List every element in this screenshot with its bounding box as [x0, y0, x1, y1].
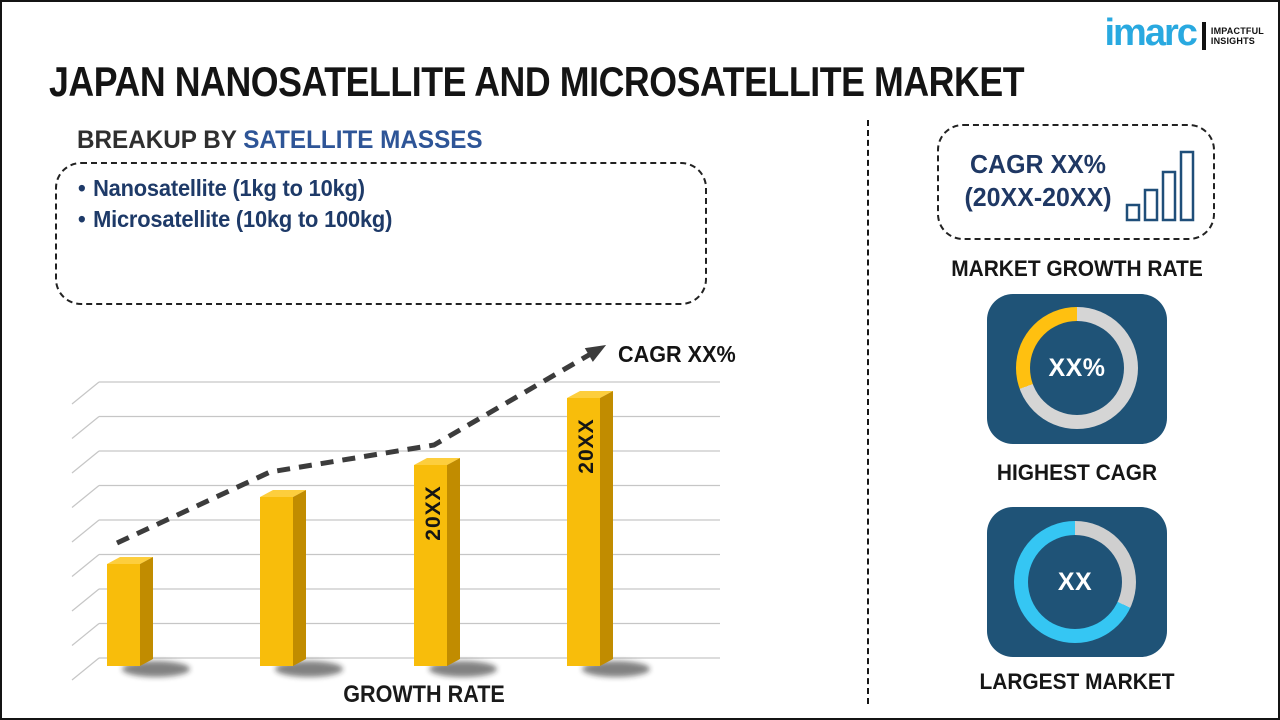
satellite-masses-list: • Nanosatellite (1kg to 10kg) • Microsatel…: [78, 173, 409, 235]
gridline-depth-tick: [71, 450, 100, 474]
donut-hole: [1028, 535, 1122, 629]
vertical-dashed-divider: [867, 120, 869, 704]
growth-bars-icon: [1125, 150, 1195, 222]
donut-hole: [1030, 321, 1124, 415]
bar-year-label: 20XX: [575, 418, 598, 473]
gridline-depth-tick: [71, 588, 100, 612]
trend-arrowhead-icon: [584, 344, 607, 362]
bar-top-face: [107, 557, 153, 564]
bar-top-face: [567, 391, 613, 398]
bar-top-face: [260, 490, 306, 497]
largest-market-donut-chart: XX: [1014, 521, 1136, 643]
cagr-value-line: CAGR XX%: [970, 149, 1106, 179]
list-item: • Nanosatellite (1kg to 10kg): [78, 173, 392, 204]
highest-cagr-caption: HIGHEST CAGR: [996, 460, 1158, 485]
bar-side-face: [140, 557, 153, 666]
breakup-heading-highlight: SATELLITE MASSES: [243, 126, 483, 154]
satellite-masses-box: [55, 162, 707, 305]
bar-top-face: [414, 458, 460, 465]
bar-side-face: [600, 391, 613, 666]
highest-cagr-donut-chart: XX%: [1016, 307, 1138, 429]
list-item-label: Nanosatellite (1kg to 10kg): [93, 175, 365, 201]
gridline-depth-tick: [71, 623, 100, 646]
imarc-logo-text: imarc: [1104, 12, 1197, 54]
gridline-depth-tick: [71, 485, 100, 508]
logo-tagline: IMPACTFUL INSIGHTS: [1211, 26, 1264, 47]
bar-front-face: [107, 564, 140, 666]
bar-front-face: [260, 497, 293, 666]
list-item-label: Microsatellite (10kg to 100kg): [93, 206, 393, 232]
bar-shadow: [429, 661, 497, 677]
bar-side-face: [447, 458, 460, 666]
logo-tagline-line2: INSIGHTS: [1210, 36, 1255, 46]
x-axis-label: GROWTH RATE: [343, 681, 505, 708]
highest-cagr-card: XX%: [987, 294, 1167, 444]
page-title: JAPAN NANOSATELLITE AND MICROSATELLITE M…: [49, 58, 1025, 105]
bar-front-face: [567, 398, 600, 666]
gridline-depth-tick: [71, 381, 100, 405]
bar-front-face: [414, 465, 447, 666]
cagr-summary-text: CAGR XX% (20XX-20XX): [955, 148, 1120, 214]
list-item: • Microsatellite (10kg to 100kg): [78, 204, 392, 235]
bar-year-label: 20XX: [422, 485, 445, 540]
breakup-heading: BREAKUP BY SATELLITE MASSES: [77, 126, 483, 155]
bullet-icon: •: [78, 206, 86, 232]
cagr-trend-label: CAGR XX%: [618, 341, 736, 367]
largest-market-card: XX: [987, 507, 1167, 657]
largest-market-caption: LARGEST MARKET: [979, 669, 1175, 694]
bullet-icon: •: [78, 175, 86, 201]
cagr-summary-box: CAGR XX% (20XX-20XX): [937, 124, 1215, 240]
gridline-depth-tick: [71, 554, 100, 577]
trend-dashed-line: [115, 349, 596, 546]
gridline-depth-tick: [71, 657, 100, 681]
highest-cagr-value: XX%: [1048, 353, 1106, 382]
largest-market-value: XX: [1057, 567, 1093, 596]
gridline-depth-tick: [71, 416, 100, 439]
bar-shadow: [582, 661, 650, 677]
breakup-heading-prefix: BREAKUP BY: [77, 126, 237, 154]
bar-shadow: [122, 661, 190, 677]
bar-side-face: [293, 490, 306, 666]
gridline-depth-tick: [71, 519, 100, 543]
logo-divider-bar: [1201, 22, 1206, 50]
growth-rate-bar-chart: 20XX 20XX: [71, 344, 720, 681]
cagr-period-line: (20XX-20XX): [964, 182, 1112, 212]
imarc-logo: imarc IMPACTFUL INSIGHTS: [1104, 12, 1264, 54]
bar-shadow: [275, 661, 343, 677]
market-growth-rate-caption: MARKET GROWTH RATE: [951, 256, 1203, 281]
logo-tagline-line1: IMPACTFUL: [1210, 25, 1264, 36]
